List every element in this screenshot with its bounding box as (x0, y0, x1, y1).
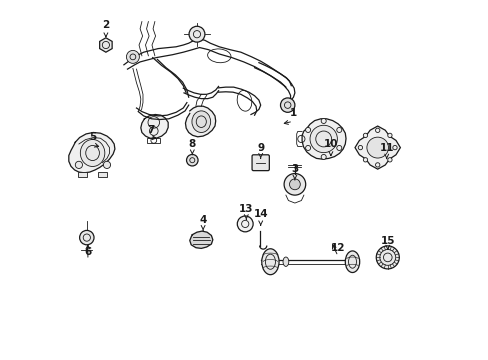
Ellipse shape (283, 257, 288, 266)
Circle shape (321, 118, 325, 123)
Circle shape (392, 145, 396, 150)
Text: 12: 12 (330, 243, 345, 253)
Circle shape (336, 145, 341, 150)
Circle shape (363, 133, 367, 138)
Circle shape (103, 161, 110, 168)
Polygon shape (100, 38, 112, 52)
Circle shape (289, 179, 300, 190)
Circle shape (387, 158, 391, 162)
Circle shape (387, 133, 391, 138)
Ellipse shape (366, 137, 387, 158)
Circle shape (186, 154, 198, 166)
Circle shape (363, 158, 367, 162)
Circle shape (284, 174, 305, 195)
Circle shape (321, 154, 325, 159)
Polygon shape (354, 126, 400, 169)
Circle shape (309, 125, 337, 153)
Text: 11: 11 (379, 143, 393, 153)
Text: 7: 7 (147, 125, 154, 135)
Text: 15: 15 (380, 236, 394, 246)
Text: 8: 8 (188, 139, 196, 149)
Circle shape (75, 161, 82, 168)
Text: 14: 14 (253, 209, 267, 219)
Circle shape (237, 216, 253, 232)
Polygon shape (69, 132, 115, 173)
Text: 9: 9 (257, 143, 264, 153)
Circle shape (375, 128, 379, 132)
Bar (98, 172, 106, 177)
Polygon shape (185, 106, 215, 137)
Bar (78, 172, 87, 177)
Circle shape (375, 163, 379, 167)
Text: 5: 5 (89, 132, 97, 142)
Circle shape (189, 26, 204, 42)
Circle shape (375, 246, 399, 269)
Text: 3: 3 (291, 164, 298, 174)
Polygon shape (141, 114, 168, 138)
Polygon shape (189, 231, 212, 248)
Text: 1: 1 (289, 108, 296, 118)
Text: 10: 10 (323, 139, 338, 149)
Circle shape (80, 230, 94, 245)
FancyBboxPatch shape (251, 155, 269, 171)
Bar (147, 138, 160, 143)
Ellipse shape (261, 249, 279, 275)
Circle shape (305, 145, 310, 150)
Text: 2: 2 (102, 20, 109, 30)
Circle shape (305, 127, 310, 132)
Circle shape (358, 145, 362, 150)
Text: 13: 13 (239, 204, 253, 214)
Text: 4: 4 (199, 215, 206, 225)
Circle shape (336, 127, 341, 132)
Ellipse shape (345, 251, 359, 273)
Text: 6: 6 (84, 247, 91, 257)
Ellipse shape (192, 111, 210, 132)
Polygon shape (302, 119, 346, 159)
Circle shape (280, 98, 294, 112)
Ellipse shape (80, 140, 104, 166)
Circle shape (126, 50, 139, 63)
